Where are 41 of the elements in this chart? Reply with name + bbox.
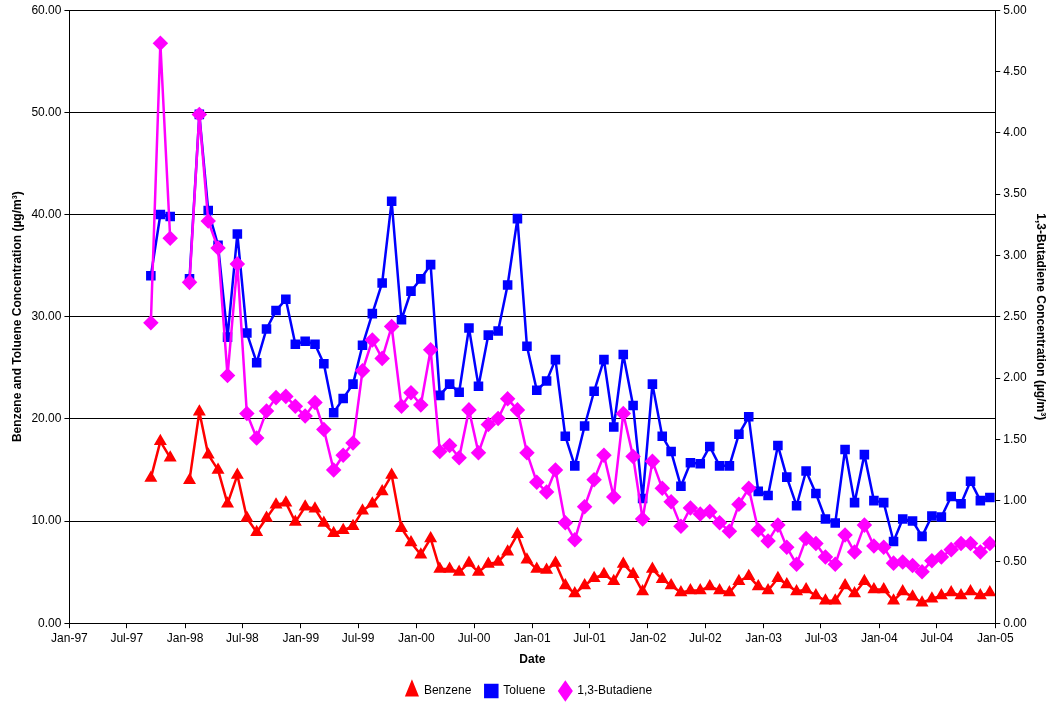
y2-axis-title: 1,3-Butadiene Concentration (µg/m³) xyxy=(1034,213,1049,421)
x-tick-label: Jan-97 xyxy=(51,630,89,645)
x-tick-label: Jan-05 xyxy=(976,630,1014,645)
y-tick-label: 0.00 xyxy=(38,615,62,630)
y2-tick-label: 3.00 xyxy=(1003,247,1027,262)
x-tick-label: Jul-98 xyxy=(226,630,260,645)
x-tick-label: Jul-02 xyxy=(688,630,722,645)
y2-tick-label: 2.50 xyxy=(1003,309,1027,324)
y-tick-label: 20.00 xyxy=(31,411,62,426)
x-tick-label: Jan-02 xyxy=(629,630,667,645)
y2-tick-label: 4.50 xyxy=(1003,63,1027,78)
y-tick-label: 40.00 xyxy=(31,206,62,221)
y2-tick-label: 5.00 xyxy=(1003,2,1027,17)
y2-tick-label: 2.00 xyxy=(1003,370,1027,385)
x-tick-label: Jul-00 xyxy=(457,630,491,645)
x-tick-label: Jan-01 xyxy=(513,630,551,645)
y-tick-label: 50.00 xyxy=(31,104,62,119)
y2-tick-label: 0.00 xyxy=(1003,615,1027,630)
x-tick-label: Jan-03 xyxy=(745,630,783,645)
y-axis-title: Benzene and Toluene Concentration (µg/m³) xyxy=(9,191,24,443)
x-tick-label: Jul-97 xyxy=(110,630,144,645)
y2-tick-label: 3.50 xyxy=(1003,186,1027,201)
x-tick-label: Jan-04 xyxy=(860,630,898,645)
x-tick-label: Jan-00 xyxy=(398,630,436,645)
x-axis-title: Date xyxy=(519,652,546,667)
legend-label: Toluene xyxy=(503,683,546,698)
legend-label: Benzene xyxy=(423,683,472,698)
x-tick-label: Jan-98 xyxy=(166,630,204,645)
legend-label: 1,3-Butadiene xyxy=(577,683,653,698)
y2-tick-label: 0.50 xyxy=(1003,554,1027,569)
y2-tick-label: 4.00 xyxy=(1003,125,1027,140)
x-tick-label: Jul-04 xyxy=(920,630,954,645)
x-tick-label: Jul-03 xyxy=(804,630,838,645)
y2-tick-label: 1.00 xyxy=(1003,492,1027,507)
y-tick-label: 60.00 xyxy=(31,2,62,17)
x-tick-label: Jul-01 xyxy=(573,630,607,645)
x-tick-label: Jul-99 xyxy=(341,630,375,645)
y2-tick-label: 1.50 xyxy=(1003,431,1027,446)
x-tick-label: Jan-99 xyxy=(282,630,320,645)
y-tick-label: 10.00 xyxy=(31,513,62,528)
y-tick-label: 30.00 xyxy=(31,309,62,324)
